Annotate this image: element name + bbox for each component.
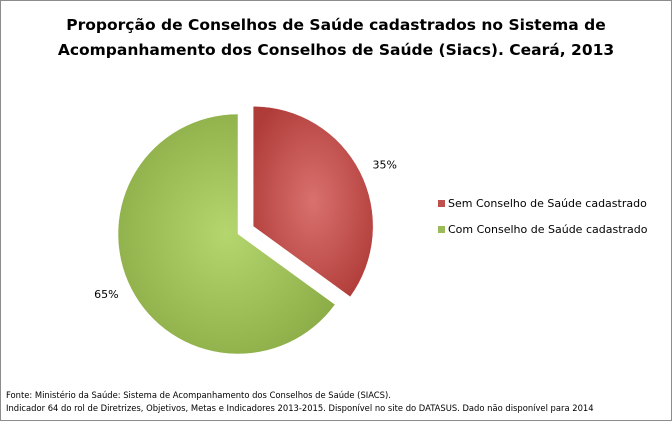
- legend-item-sem-conselho: Sem Conselho de Saúde cadastrado: [438, 197, 647, 210]
- legend-label-com-conselho: Com Conselho de Saúde cadastrado: [448, 223, 648, 236]
- footnote-line-2: Indicador 64 do rol de Diretrizes, Objet…: [6, 403, 594, 413]
- legend: Sem Conselho de Saúde cadastrado Com Con…: [438, 197, 647, 249]
- data-label-com-conselho: 65%: [94, 288, 118, 301]
- pie-slice-com-conselho: [117, 113, 336, 355]
- legend-swatch-sem-conselho: [438, 200, 445, 207]
- data-label-sem-conselho: 35%: [373, 158, 397, 171]
- chart-title-line-2: Acompanhamento dos Conselhos de Saúde (S…: [57, 41, 615, 59]
- legend-item-com-conselho: Com Conselho de Saúde cadastrado: [438, 223, 647, 236]
- chart-title-line-1: Proporção de Conselhos de Saúde cadastra…: [66, 16, 606, 34]
- source-footnote: Fonte: Ministério da Saúde: Sistema de A…: [6, 389, 594, 415]
- legend-label-sem-conselho: Sem Conselho de Saúde cadastrado: [448, 197, 647, 210]
- chart-title: Proporção de Conselhos de Saúde cadastra…: [1, 13, 671, 63]
- pie-slice-sem-conselho: [252, 106, 374, 298]
- legend-swatch-com-conselho: [438, 226, 445, 233]
- footnote-line-1: Fonte: Ministério da Saúde: Sistema de A…: [6, 390, 391, 400]
